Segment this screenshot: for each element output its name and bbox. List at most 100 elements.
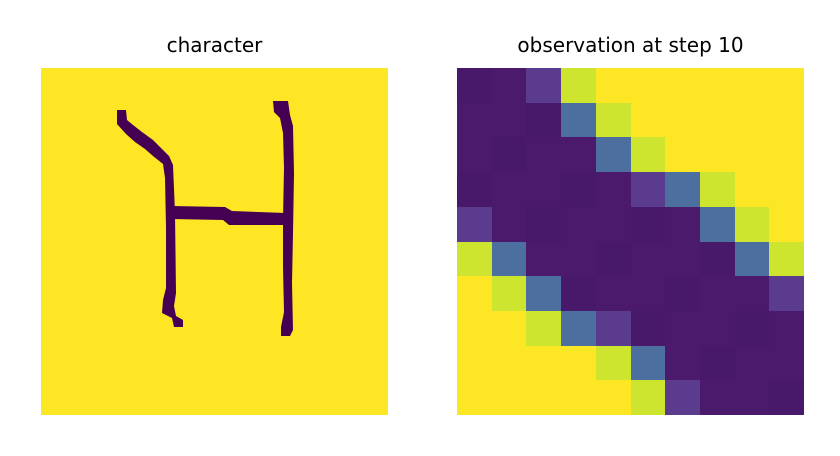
observation-cell (735, 207, 769, 242)
observation-cell (665, 103, 700, 137)
observation-cell (769, 68, 804, 103)
observation-cell (457, 207, 492, 242)
observation-cell (769, 207, 804, 242)
character-background (41, 68, 388, 415)
observation-cell (526, 380, 561, 415)
observation-cell (596, 242, 631, 276)
observation-cell (665, 311, 700, 346)
observation-cell (492, 137, 526, 172)
observation-cell (596, 380, 631, 415)
observation-cell (735, 242, 769, 276)
observation-cell (457, 172, 492, 207)
observation-cell (492, 103, 526, 137)
observation-cell (561, 68, 596, 103)
observation-cell (631, 242, 665, 276)
observation-cell (631, 346, 665, 380)
observation-cell (457, 380, 492, 415)
observation-cell (526, 242, 561, 276)
observation-cell (457, 346, 492, 380)
observation-cell (526, 276, 561, 311)
observation-cell (596, 172, 631, 207)
observation-cell (457, 311, 492, 346)
observation-cell (492, 346, 526, 380)
observation-cell (631, 68, 665, 103)
observation-cell (561, 207, 596, 242)
observation-cell (700, 311, 735, 346)
observation-cell (457, 103, 492, 137)
observation-cell (665, 137, 700, 172)
observation-cell (735, 172, 769, 207)
observation-cell (561, 172, 596, 207)
observation-cell (769, 242, 804, 276)
observation-cell (665, 276, 700, 311)
observation-cell (735, 137, 769, 172)
observation-cell (596, 346, 631, 380)
observation-cell (596, 207, 631, 242)
observation-cell (665, 242, 700, 276)
observation-cell (665, 380, 700, 415)
observation-cell (769, 276, 804, 311)
observation-cell (492, 311, 526, 346)
observation-cell (457, 242, 492, 276)
observation-cell (631, 137, 665, 172)
observation-cell (561, 346, 596, 380)
observation-cell (735, 346, 769, 380)
observation-cell (596, 103, 631, 137)
observation-cell (457, 68, 492, 103)
observation-cell (526, 172, 561, 207)
observation-cell (769, 103, 804, 137)
observation-cell (457, 137, 492, 172)
character-stroke-crossbar (171, 206, 287, 225)
observation-cell (596, 137, 631, 172)
character-panel-title: character (166, 33, 263, 57)
observation-cell (492, 380, 526, 415)
observation-cell (665, 68, 700, 103)
observation-cell (526, 68, 561, 103)
observation-cell (526, 207, 561, 242)
observation-cell (735, 68, 769, 103)
observation-cell (561, 380, 596, 415)
observation-cell (769, 172, 804, 207)
observation-cell (526, 346, 561, 380)
observation-cell (596, 276, 631, 311)
observation-cell (631, 207, 665, 242)
observation-cell (665, 207, 700, 242)
observation-cell (700, 103, 735, 137)
observation-cell (631, 311, 665, 346)
observation-cell (700, 137, 735, 172)
observation-cell (700, 68, 735, 103)
observation-cell (665, 346, 700, 380)
observation-cell (700, 346, 735, 380)
observation-cell (700, 380, 735, 415)
observation-cell (492, 242, 526, 276)
observation-cell (700, 242, 735, 276)
observation-cell (735, 103, 769, 137)
observation-cell (631, 276, 665, 311)
observation-cell (526, 137, 561, 172)
observation-cell (631, 172, 665, 207)
observation-cell (769, 311, 804, 346)
observation-panel-title: observation at step 10 (517, 33, 744, 57)
observation-cell (492, 207, 526, 242)
observation-cell (561, 242, 596, 276)
observation-cell (561, 276, 596, 311)
observation-cell (561, 137, 596, 172)
observation-cell (492, 68, 526, 103)
observation-cell (700, 276, 735, 311)
observation-cell (492, 172, 526, 207)
observation-cell (665, 172, 700, 207)
observation-cell (700, 207, 735, 242)
observation-cell (735, 311, 769, 346)
observation-cell (631, 103, 665, 137)
observation-cell (492, 276, 526, 311)
observation-cell (526, 103, 561, 137)
observation-cell (735, 276, 769, 311)
observation-cell (735, 380, 769, 415)
character-stroke-left (117, 110, 183, 327)
character-image (41, 68, 388, 415)
observation-cell (769, 346, 804, 380)
observation-cell (561, 103, 596, 137)
observation-cell (700, 172, 735, 207)
observation-cell (769, 137, 804, 172)
observation-cell (526, 311, 561, 346)
